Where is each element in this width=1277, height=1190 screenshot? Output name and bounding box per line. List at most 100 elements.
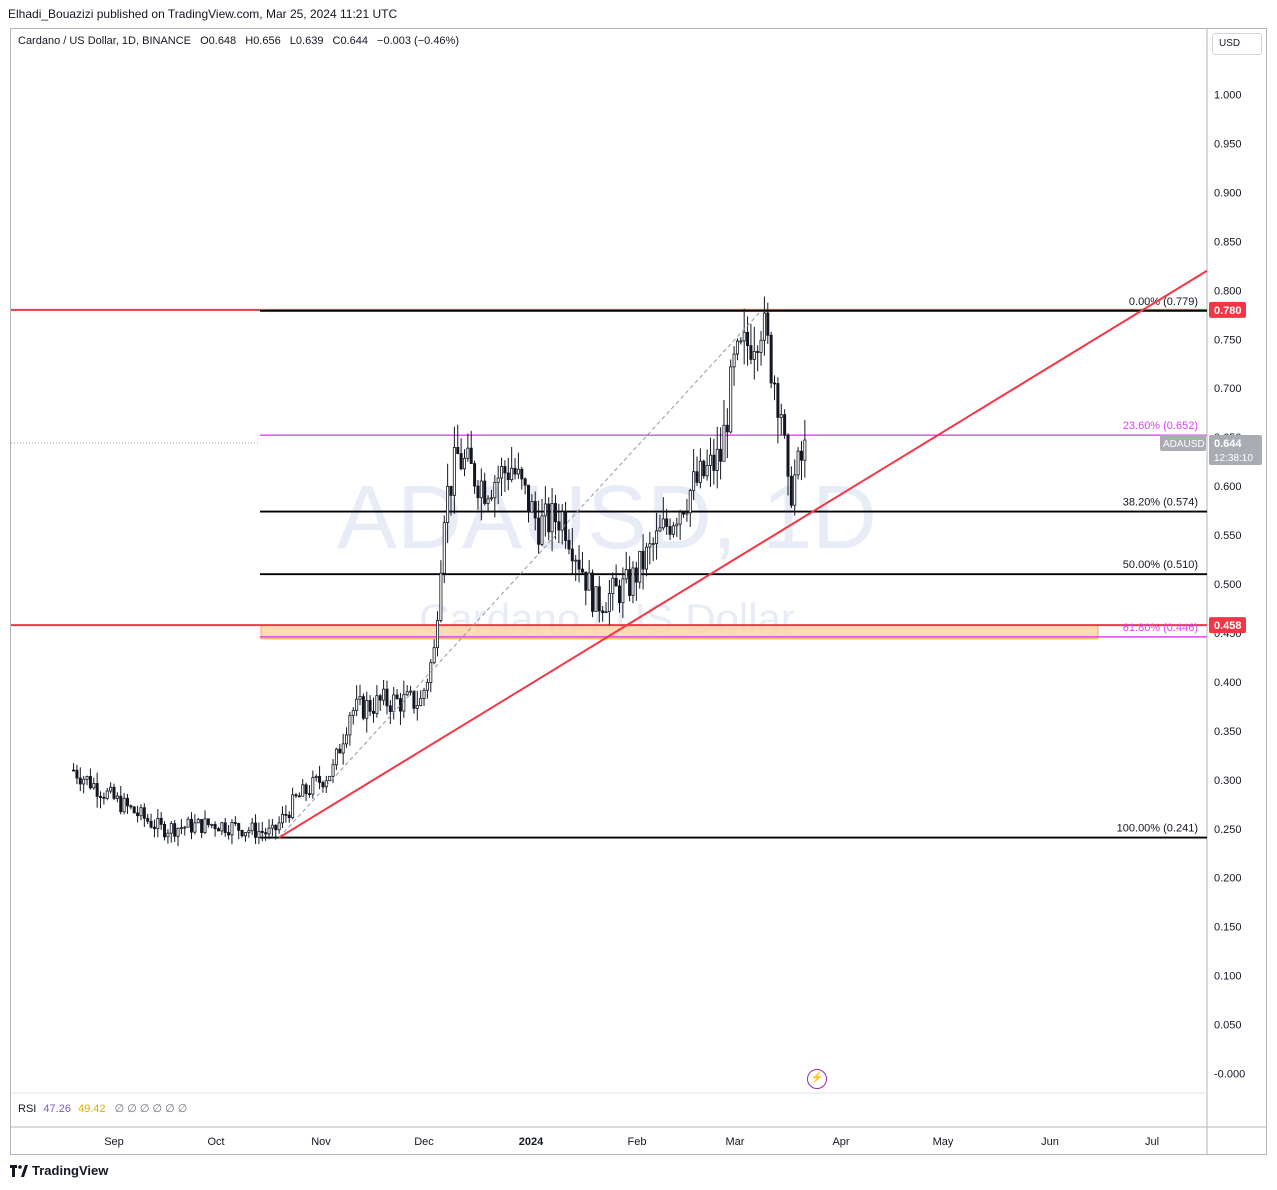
x-tick-label: May [933,1136,954,1148]
candle-body [78,777,82,785]
candle-body [375,695,379,714]
y-tick-label: 0.400 [1214,677,1242,689]
candle-body [371,710,375,714]
candle-body [614,577,618,587]
candle-body [200,819,204,833]
candle-body [125,797,129,807]
candle-body [466,447,470,459]
candle-body [169,823,173,834]
candle-body [237,823,241,831]
candle-body [479,480,483,499]
y-tick-label: 0.850 [1214,236,1242,248]
candle-body [206,818,210,825]
x-tick-label: Dec [414,1136,434,1148]
candle-body [783,414,787,436]
candle-body [385,688,389,707]
candle-body [725,424,729,433]
candle-body [415,705,419,709]
candle-body [685,512,689,515]
candle-body [489,497,493,500]
candle-body [799,450,803,461]
x-tick-label: Apr [832,1136,849,1148]
candle-body [570,548,574,562]
candle-body [314,776,318,778]
candle-body [388,705,392,712]
fib-level-label: 61.80% (0.446) [1123,622,1198,634]
candle-body [462,457,466,470]
candle-body [671,525,675,535]
candle-body [152,826,156,830]
candle-body [159,817,163,825]
candle-body [193,822,197,833]
candle-body [692,471,696,491]
legend-low-label: L [289,35,296,47]
candle-body [122,797,126,813]
bar-countdown: 12:38:10 [1214,453,1253,464]
rsi-legend[interactable]: RSI 47.26 49.42 ∅ ∅ ∅ ∅ ∅ ∅ [18,1102,187,1115]
candle-body [584,571,588,591]
candle-body [597,586,601,612]
candle-body [409,690,413,693]
legend-high: 0.656 [253,35,281,47]
price-tag-value: 0.780 [1214,305,1242,317]
ascending-trendline[interactable] [278,269,1208,839]
candle-body [274,824,278,831]
candle-body [267,827,271,835]
candle-body [776,383,780,418]
candle-body [523,478,527,486]
candle-body [547,503,551,533]
candle-body [594,586,598,612]
candle-body [243,832,247,837]
candle-body [749,345,753,360]
symbol-tag-box [1160,435,1206,452]
legend-title: Cardano / US Dollar, 1D, BINANCE [18,35,192,47]
tradingview-logo[interactable]: TradingView [10,1163,108,1178]
candle-body [446,485,450,523]
x-tick-label: Feb [628,1136,647,1148]
candle-body [759,339,763,353]
candle-body [557,521,561,531]
x-tick-label: Jun [1041,1136,1059,1148]
candle-body [624,569,628,580]
candle-body [668,526,672,535]
candle-body [176,827,180,837]
x-tick-label: Sep [104,1136,124,1148]
candle-body [456,447,460,455]
lightning-icon[interactable]: ⚡ [807,1069,827,1089]
candle-body [280,813,284,824]
candle-body [254,822,258,838]
candle-body [324,780,328,788]
candle-body [307,793,311,796]
candle-body [82,778,86,785]
legend-close: 0.644 [340,35,368,47]
candle-body [503,466,507,474]
symbol-legend: Cardano / US Dollar, 1D, BINANCE O0.648 … [18,35,459,47]
candle-body [129,805,133,808]
candle-body [638,550,642,583]
candle-body [227,832,231,836]
candle-body [762,312,766,341]
candle-body [186,818,190,828]
candle-body [607,593,611,613]
candle-body [574,559,578,562]
candle-body [756,351,760,353]
candle-body [105,790,109,799]
candle-body [641,550,645,570]
rsi-ma-value: 49.42 [78,1103,106,1115]
candle-body [516,468,520,475]
currency-button[interactable]: USD [1212,33,1262,55]
candle-body [345,734,349,745]
candle-body [183,826,187,829]
candle-body [661,518,665,529]
legend-low: 0.639 [295,35,324,47]
candle-body [233,822,237,824]
legend-open: 0.648 [208,35,237,47]
candle-body [173,823,177,837]
candle-body [560,511,564,531]
y-tick-label: 0.750 [1214,334,1242,346]
candle-body [240,829,244,837]
candle-body [520,468,524,480]
candle-body [321,782,325,788]
candle-body [476,485,480,499]
